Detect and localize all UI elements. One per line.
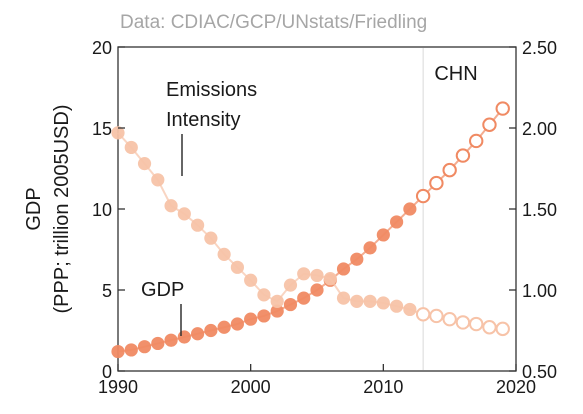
gdp-point (390, 215, 404, 229)
emissions-intensity-point (151, 173, 165, 187)
emissions-intensity-point (336, 291, 351, 305)
emissions-intensity-point (111, 126, 125, 140)
y-axis-label-line2: (PPP; trillion 2005USD) (51, 105, 73, 314)
gdp-point (495, 101, 510, 116)
emissions-intensity-point (257, 288, 271, 302)
gdp-point (257, 309, 271, 323)
gdp-point (469, 133, 484, 149)
y-right-tick-label: 1.00 (522, 281, 557, 301)
emissions-intensity-point (495, 321, 510, 337)
emissions-intensity-point (415, 307, 431, 322)
emissions-intensity-point (270, 294, 284, 308)
emissions-intensity-point (442, 311, 457, 327)
y-right-tick-label: 2.00 (522, 119, 557, 139)
gdp-point (270, 304, 284, 318)
emissions-intensity-point (429, 308, 444, 324)
y-right-tick-label: 1.50 (522, 200, 557, 220)
emissions-intensity-point (244, 273, 258, 287)
gdp-point (403, 202, 417, 216)
region-label: CHN (434, 63, 477, 85)
emissions-intensity-point (137, 157, 152, 171)
gdp-point (151, 336, 165, 351)
x-tick-label: 2020 (496, 377, 536, 397)
gdp-point (191, 327, 205, 341)
x-tick-label: 2010 (363, 377, 403, 397)
emissions-intensity-point (177, 207, 191, 221)
emissions-intensity-point (376, 296, 390, 310)
gdp-point (244, 312, 258, 326)
gdp-point (429, 175, 444, 191)
gdp-point (177, 330, 191, 344)
emissions-intensity-point (164, 199, 178, 213)
gdp-point (137, 340, 152, 354)
emissions-intensity-point (482, 320, 497, 335)
emissions-intensity-point (350, 294, 364, 308)
gdp-point (482, 117, 497, 132)
axis-ticks: 1990 2000 2010 2020 0 5 10 15 20 0.50 1.00 1.50 2.00… (92, 38, 557, 397)
emissions-intensity-point (191, 218, 205, 232)
gdp-point (111, 344, 125, 359)
gdp-point (297, 291, 311, 305)
y-left-tick-label: 20 (92, 38, 112, 58)
emissions-intensity-point (297, 267, 311, 281)
x-tick-label: 1990 (98, 377, 138, 397)
gdp-point (363, 241, 377, 255)
gdp-point (336, 262, 351, 276)
gdp-point (283, 297, 298, 312)
gdp-point (455, 148, 471, 163)
emissions-intensity-point (455, 315, 471, 330)
gdp-point (376, 228, 390, 242)
gdp-label: GDP (141, 279, 184, 301)
gdp-point (350, 252, 364, 266)
y-left-tick-label: 5 (102, 281, 112, 301)
emissions-intensity-point (283, 278, 298, 292)
y-left-tick-label: 0 (102, 362, 112, 382)
gdp-point (230, 317, 244, 331)
emissions-intensity-point (204, 231, 218, 245)
y-left-tick-label: 15 (92, 119, 112, 139)
x-tick-label: 2000 (231, 377, 271, 397)
gdp-series (111, 101, 510, 359)
emissions-intensity-point (390, 299, 404, 313)
emissions-intensity-point (469, 316, 484, 332)
gdp-point (310, 283, 324, 297)
emissions-intensity-point (217, 247, 231, 261)
source-text: Data: CDIAC/GCP/UNstats/Friedling (120, 12, 427, 33)
emissions-intensity-point (363, 294, 377, 308)
gdp-point (217, 320, 231, 334)
gdp-point (415, 188, 431, 204)
y-axis-label-line1: GDP (23, 187, 45, 230)
y-right-tick-label: 2.50 (522, 38, 557, 58)
y-left-tick-label: 10 (92, 200, 112, 220)
emissions-intensity-label-line1: Emissions (166, 79, 257, 101)
emissions-intensity-point (323, 272, 337, 286)
emissions-intensity-point (403, 302, 417, 317)
gdp-point (164, 333, 178, 347)
gdp-point (124, 343, 138, 357)
emissions-intensity-point (230, 260, 244, 274)
gdp-point (204, 323, 218, 338)
emissions-intensity-series (111, 126, 510, 337)
emissions-intensity-point (310, 268, 324, 283)
y-right-tick-label: 0.50 (522, 362, 557, 382)
gdp-point (442, 162, 457, 178)
emissions-intensity-point (124, 140, 138, 155)
emissions-intensity-label-line2: Intensity (166, 109, 240, 131)
